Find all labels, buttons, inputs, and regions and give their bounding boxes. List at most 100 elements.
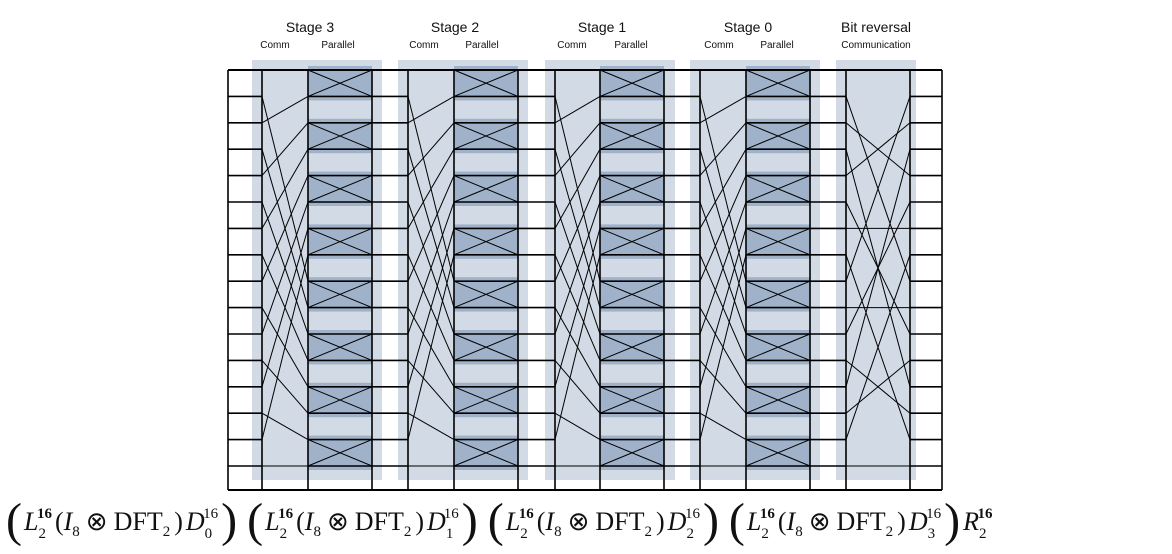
dft-2: DFT	[595, 507, 644, 536]
butterfly-cross	[453, 227, 519, 256]
D-sub-2: 2	[686, 526, 694, 542]
L-sub-2: 2	[520, 526, 528, 542]
comm-wire	[407, 175, 455, 282]
comm-wire	[699, 122, 747, 176]
stage2-parallel-label: Parallel	[465, 40, 498, 51]
bitrev-wire	[845, 122, 911, 176]
paren-open-3: (	[729, 494, 745, 547]
dft-1: DFT	[355, 507, 404, 536]
comm-wire	[554, 254, 601, 440]
D-sup-3: 16	[926, 506, 942, 522]
paren-open-2: (	[488, 494, 504, 547]
stage3-comm-label: Comm	[260, 40, 289, 51]
bitreversal-background	[836, 60, 916, 480]
stage0-title: Stage 0	[724, 19, 772, 35]
comm-wire	[699, 175, 747, 282]
D-symbol-2: D	[667, 507, 687, 536]
paren-inner-open-3: (	[778, 507, 787, 536]
header-labels: Stage 3 Comm Parallel Stage 2 Comm Paral…	[260, 19, 911, 51]
I-sub-0: 8	[72, 524, 80, 540]
L-sup-3: 16	[760, 506, 776, 522]
butterfly-cross	[599, 386, 665, 414]
butterfly-cross	[453, 386, 519, 414]
butterfly-cross	[745, 227, 811, 256]
I-symbol-0: I	[63, 507, 74, 536]
dft-sub-3: 2	[886, 524, 894, 540]
butterfly-cross	[745, 69, 811, 97]
paren-inner-close-0: )	[174, 507, 183, 536]
butterfly-cross	[599, 175, 665, 203]
butterfly-cross	[599, 227, 665, 256]
comm-wire	[407, 95, 455, 124]
paren-close-1: )	[462, 494, 478, 547]
butterfly-cross	[745, 280, 811, 309]
L-sup-1: 16	[278, 506, 294, 522]
bitrev-wire	[845, 96, 911, 282]
paren-inner-close-3: )	[897, 507, 906, 536]
butterfly-cross	[599, 333, 665, 361]
I-sub-2: 8	[554, 524, 562, 540]
R-sub: 2	[979, 526, 987, 542]
bitreversal-sub-label: Communication	[841, 40, 910, 51]
stage1-title: Stage 1	[578, 19, 626, 35]
I-sub-1: 8	[313, 524, 321, 540]
comm-wire	[554, 201, 601, 335]
butterfly-cross	[453, 122, 519, 150]
paren-inner-close-2: )	[656, 507, 665, 536]
dft-sub-0: 2	[163, 524, 171, 540]
D-symbol-1: D	[426, 507, 446, 536]
butterfly-cross	[453, 439, 519, 467]
comm-wire	[699, 201, 747, 335]
butterfly-cross	[599, 69, 665, 97]
comm-wire	[407, 412, 455, 441]
butterfly-cross	[307, 439, 373, 467]
L-symbol-0: L	[23, 507, 38, 536]
comm-wire	[554, 228, 601, 387]
comm-wire	[699, 360, 747, 414]
comm-wire	[261, 360, 309, 414]
comm-wire	[261, 201, 309, 335]
L-sub-1: 2	[280, 526, 288, 542]
otimes-1: ⊗	[327, 507, 349, 536]
butterfly-cross	[453, 175, 519, 203]
paren-inner-close-1: )	[415, 507, 424, 536]
comm-wire	[699, 95, 747, 124]
network-layer	[227, 66, 943, 491]
butterfly-cross	[745, 333, 811, 361]
stage3-title: Stage 3	[286, 19, 334, 35]
butterfly-cross	[745, 175, 811, 203]
D-sub-3: 3	[928, 526, 936, 542]
butterfly-cross	[453, 69, 519, 97]
dft-0: DFT	[114, 507, 163, 536]
comm-wire	[554, 95, 601, 124]
comm-wire	[554, 175, 601, 282]
I-symbol-1: I	[304, 507, 315, 536]
comm-wire	[554, 122, 601, 176]
D-sup-0: 16	[203, 506, 219, 522]
dft-sub-2: 2	[644, 524, 652, 540]
stage1-comm-label: Comm	[557, 40, 586, 51]
fft-factorization-formula: (L216 (I8 ⊗ DFT2) D016) (L216 (I8 ⊗ DFT2) D116) …	[6, 494, 993, 547]
L-sup-2: 16	[519, 506, 535, 522]
comm-wire	[699, 254, 747, 440]
L-sub-0: 2	[38, 526, 46, 542]
comm-wire	[407, 148, 455, 229]
butterfly-cross	[745, 122, 811, 150]
comm-wire	[554, 412, 601, 441]
butterfly-cross	[599, 439, 665, 467]
D-sub-1: 1	[446, 526, 453, 542]
paren-open-1: (	[247, 494, 263, 547]
comm-wire	[554, 360, 601, 414]
otimes-3: ⊗	[809, 507, 831, 536]
dft-3: DFT	[837, 507, 886, 536]
comm-wire	[261, 175, 309, 282]
otimes-0: ⊗	[86, 507, 108, 536]
butterfly-cross	[307, 69, 373, 97]
comm-wire	[261, 122, 309, 176]
butterfly-cross	[745, 386, 811, 414]
L-symbol-3: L	[746, 507, 761, 536]
comm-wire	[261, 412, 309, 441]
comm-wire	[407, 228, 455, 387]
butterfly-cross	[307, 227, 373, 256]
